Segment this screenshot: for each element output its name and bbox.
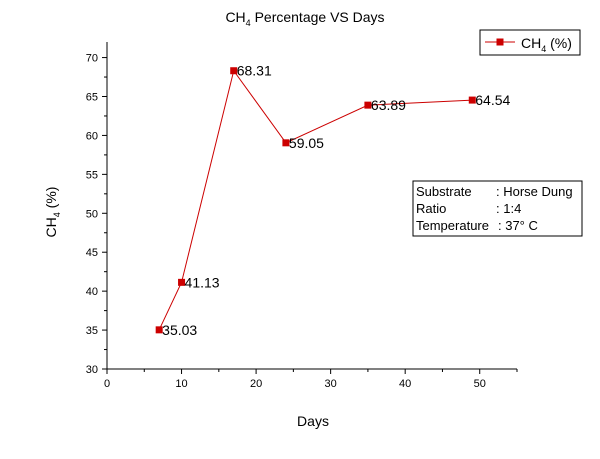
annotation-key-substrate: Substrate	[416, 184, 472, 199]
data-point	[178, 278, 186, 286]
y-axis-label-main: CH	[43, 217, 59, 237]
data-label: 63.89	[371, 97, 406, 113]
chart-title-sub: 4	[246, 18, 251, 28]
data-point	[155, 326, 163, 334]
y-tick-label: 50	[86, 208, 98, 220]
x-axis-label: Days	[297, 413, 329, 429]
x-tick-label: 10	[175, 378, 187, 390]
series-line-ch4	[158, 69, 473, 331]
y-tick-label: 70	[86, 53, 98, 65]
annotation-value-ratio: : 1:4	[496, 201, 521, 216]
data-label: 41.13	[185, 274, 220, 290]
data-point	[282, 139, 290, 147]
chart-title-main: CH	[225, 9, 245, 25]
y-ticks: 30 35 40 45 50 55 60 65 70	[86, 53, 107, 376]
y-tick-label: 30	[86, 364, 98, 376]
data-label: 35.03	[162, 322, 197, 338]
legend-marker	[496, 38, 504, 46]
annotation-value-substrate: : Horse Dung	[496, 184, 573, 199]
data-point	[364, 101, 372, 109]
y-tick-label: 60	[86, 130, 98, 142]
x-tick-label: 50	[474, 378, 486, 390]
y-tick-label: 55	[86, 169, 98, 181]
legend: CH4 (%)	[479, 29, 581, 56]
legend-label-main: CH	[521, 35, 541, 51]
legend-label-sub: 4	[541, 44, 546, 54]
y-tick-label: 65	[86, 92, 98, 104]
y-axis-label-sub: 4	[52, 212, 62, 217]
chart-title-rest: Percentage VS Days	[251, 9, 385, 25]
y-tick-label: 45	[86, 247, 98, 259]
y-axis-label-rest: (%)	[43, 187, 59, 213]
annotation-frame	[412, 180, 583, 237]
data-label: 59.05	[289, 135, 324, 151]
data-label: 64.54	[475, 92, 510, 108]
x-tick-label: 40	[399, 378, 411, 390]
data-point	[230, 67, 238, 75]
x-tick-label: 20	[250, 378, 262, 390]
annotation-value-temperature: : 37° C	[498, 218, 538, 233]
legend-label-rest: (%)	[546, 35, 572, 51]
chart-title: CH4 Percentage VS Days	[225, 9, 384, 28]
x-tick-label: 0	[104, 378, 110, 390]
annotation-key-ratio: Ratio	[416, 201, 446, 216]
annotation-key-temperature: Temperature	[416, 218, 489, 233]
x-ticks: 0 10 20 30 40 50	[104, 369, 518, 390]
data-labels: 35.03 41.13 68.31 59.05 63.89 64.54	[162, 63, 510, 338]
legend-label: CH4 (%)	[521, 35, 572, 54]
data-point	[468, 96, 476, 104]
y-axis-label: CH4 (%)	[43, 187, 62, 238]
x-tick-label: 30	[325, 378, 337, 390]
data-label: 68.31	[237, 63, 272, 79]
annotation-box: Substrate : Horse Dung Ratio : 1:4 Tempe…	[412, 180, 583, 237]
series-markers	[155, 67, 476, 334]
y-tick-label: 40	[86, 286, 98, 298]
y-tick-label: 35	[86, 325, 98, 337]
